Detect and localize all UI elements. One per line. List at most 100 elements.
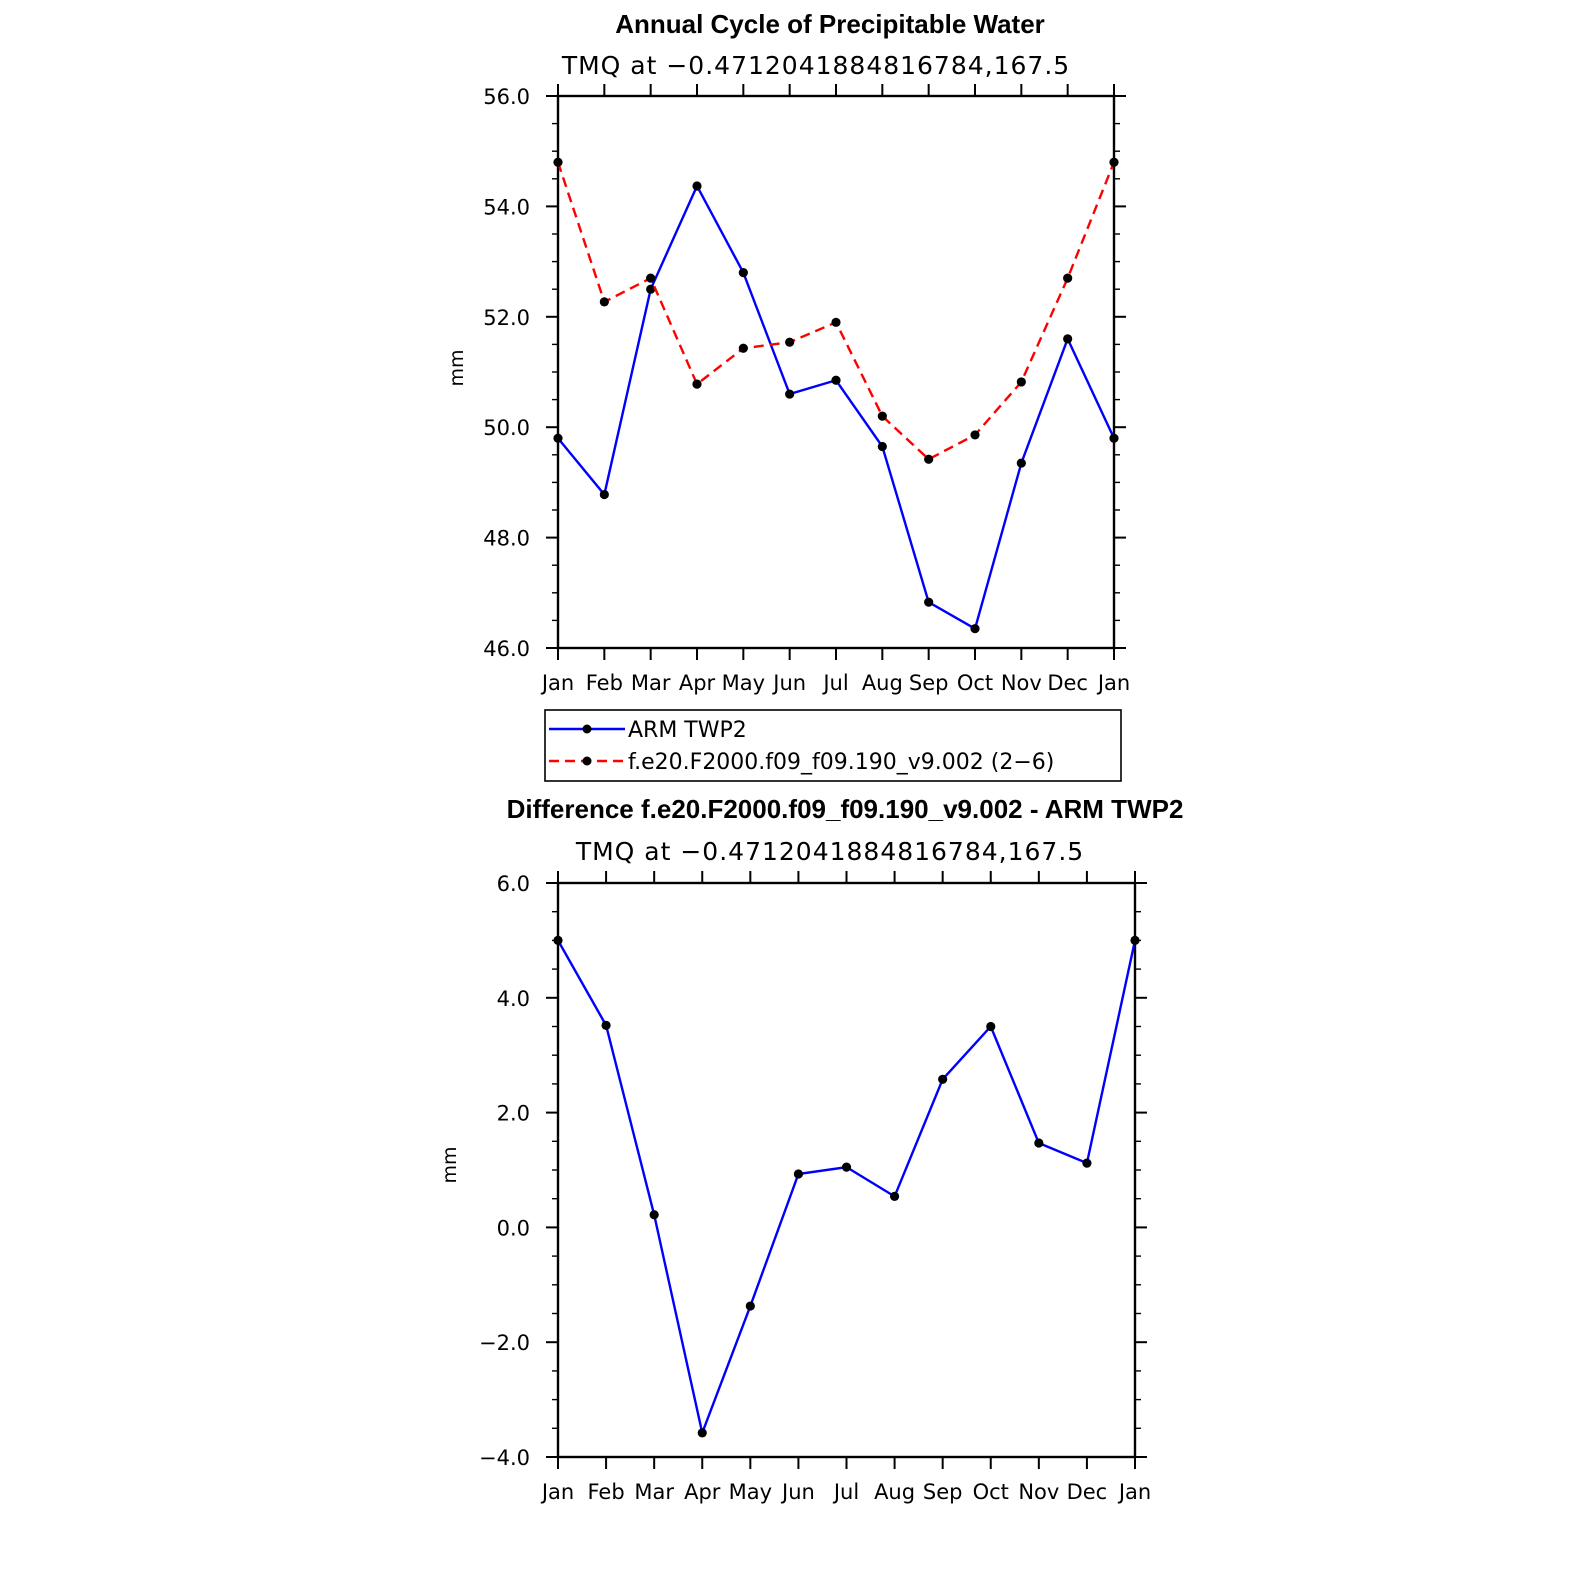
series-line-0 [557,183,1116,631]
y-tick-label: −4.0 [479,1446,530,1470]
legend-entry-model: f.e20.F2000.f09_f09.190_v9.002 (2−6) [549,750,1054,775]
series-line-0 [556,939,1137,1438]
data-point [738,268,748,278]
x-tick-label: Nov [1001,671,1042,695]
annual-cycle-panel: Annual Cycle of Precipitable Water TMQ a… [446,9,1130,782]
x-tick-label: Jun [771,671,806,695]
x-tick-label: Sep [923,1480,963,1504]
chart-title: Annual Cycle of Precipitable Water [615,9,1045,39]
legend: ARM TWP2 f.e20.F2000.f09_f09.190_v9.002 … [544,709,1122,782]
data-point [785,337,795,347]
data-point [649,1210,659,1220]
y-tick-label: 56.0 [483,85,530,109]
x-tick-label: Jul [821,671,848,695]
data-point [738,343,748,353]
data-point [599,297,609,307]
x-tick-label: Jan [540,1480,574,1504]
legend-entry-arm-twp2: ARM TWP2 [549,718,747,743]
x-tick-label: Sep [909,671,949,695]
x-tick-label: May [729,1480,772,1504]
data-point [1109,157,1119,167]
x-tick-label: Apr [679,671,716,695]
plot-frame [556,94,1116,650]
data-point [697,1428,707,1438]
data-point [970,624,980,634]
x-tick-label: Feb [587,1480,624,1504]
legend-swatch-marker [582,756,592,766]
data-point [646,273,656,283]
data-point [1016,377,1026,387]
data-point [938,1074,948,1084]
legend-label: f.e20.F2000.f09_f09.190_v9.002 (2−6) [628,750,1054,775]
data-point [793,1169,804,1179]
y-tick-label: 2.0 [497,1102,530,1126]
legend-swatch-marker [582,724,592,734]
data-point [601,1020,611,1030]
data-point [889,1191,900,1202]
data-point [1109,433,1119,443]
data-point [831,317,841,327]
y-tick-label: 6.0 [497,872,530,896]
chart-subtitle: TMQ at −0.4712041884816784,167.5 [575,837,1084,866]
x-tick-label: Jul [832,1480,859,1504]
data-point [646,284,656,294]
series-line-1 [556,161,1116,461]
data-point [970,430,980,440]
data-point [831,375,841,385]
data-point [1034,1138,1044,1148]
y-tick-label: −2.0 [479,1331,530,1355]
plot-area: −4.0 −2.0 0.0 2.0 4.0 6.0 Jan Feb Mar Apr May Jun Ju… [479,871,1151,1504]
data-point [553,935,563,946]
x-tick-label: Jun [780,1480,815,1504]
x-tick-label: May [722,671,765,695]
x-tick-label: Apr [684,1480,721,1504]
data-point [924,597,934,607]
x-tick-label: Aug [874,1480,915,1504]
x-tick-label: Feb [586,671,623,695]
x-tick-label: Mar [634,1480,674,1504]
data-point [1082,1158,1092,1168]
data-point [1063,334,1073,344]
data-point [841,1162,852,1172]
legend-label: ARM TWP2 [628,718,747,743]
data-point [692,379,702,389]
chart-title: Difference f.e20.F2000.f09_f09.190_v9.00… [507,794,1184,824]
data-point [553,157,563,167]
data-point [1016,458,1026,468]
y-tick-label: 50.0 [483,416,530,440]
data-point [1063,273,1073,283]
difference-panel: Difference f.e20.F2000.f09_f09.190_v9.00… [439,794,1183,1504]
x-tick-label: Dec [1067,1480,1108,1504]
y-tick-label: 46.0 [483,637,530,661]
y-tick-label: 48.0 [483,527,530,551]
y-tick-label: 54.0 [483,195,530,219]
data-point [986,1021,996,1032]
x-tick-label: Jan [540,671,574,695]
y-tick-label: 52.0 [483,306,530,330]
y-axis-label: mm [439,1146,461,1183]
x-tick-label: Oct [957,671,993,695]
y-tick-label: 4.0 [497,987,530,1011]
data-point [692,181,702,191]
x-tick-label: Dec [1047,671,1088,695]
x-tick-label: Oct [973,1480,1009,1504]
y-axis-label: mm [446,349,468,386]
data-point [877,411,887,421]
data-point [924,454,934,464]
x-tick-label: Mar [631,671,671,695]
x-tick-label: Nov [1018,1480,1059,1504]
legend-box [544,709,1122,782]
x-tick-label: Jan [1096,671,1130,695]
x-tick-label: Aug [862,671,903,695]
data-point [553,433,563,443]
data-point [877,441,887,452]
data-point [1130,935,1140,946]
data-point [785,389,795,399]
data-point [745,1301,755,1311]
y-tick-label: 0.0 [497,1216,530,1240]
chart-subtitle: TMQ at −0.4712041884816784,167.5 [561,51,1070,80]
x-tick-label: Jan [1117,1480,1151,1504]
data-point [599,489,609,500]
